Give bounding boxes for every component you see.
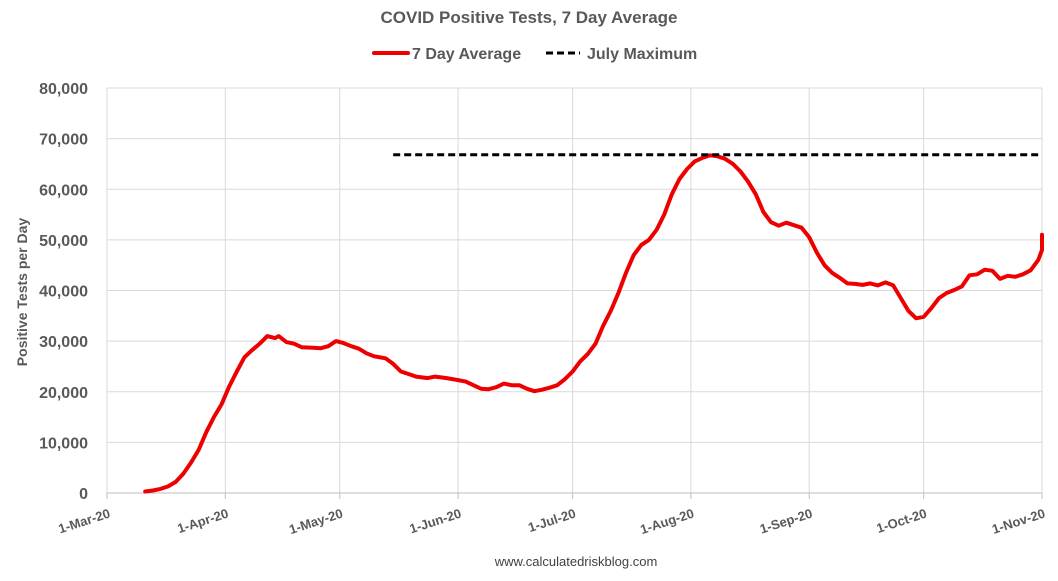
chart-title: COVID Positive Tests, 7 Day Average — [381, 8, 678, 27]
y-axis-label: Positive Tests per Day — [14, 218, 30, 367]
x-tick-label: 1-Aug-20 — [638, 506, 696, 537]
x-tick-label: 1-Jun-20 — [408, 506, 463, 537]
y-tick-label: 30,000 — [39, 334, 88, 351]
legend-label-7-day-average: 7 Day Average — [412, 46, 521, 63]
x-tick-label: 1-Oct-20 — [875, 506, 929, 536]
y-tick-label: 40,000 — [39, 284, 88, 301]
y-tick-label: 70,000 — [39, 132, 88, 149]
y-tick-label: 10,000 — [39, 435, 88, 452]
legend-label-july-maximum: July Maximum — [587, 46, 697, 63]
x-tick-label: 1-Sep-20 — [758, 506, 814, 537]
source-footer: www.calculatedriskblog.com — [494, 554, 658, 569]
x-tick-label: 1-Mar-20 — [56, 506, 111, 537]
series-line-7-day-average — [143, 153, 1044, 494]
y-tick-label: 60,000 — [39, 182, 88, 199]
series-lines — [143, 153, 1044, 494]
y-tick-label: 80,000 — [39, 81, 88, 98]
x-tick-label: 1-Apr-20 — [175, 506, 230, 537]
x-tick-label: 1-Nov-20 — [990, 506, 1047, 537]
axes: 0 10,000 20,000 30,000 40,000 50,000 60,000 70,… — [39, 81, 1047, 537]
legend: 7 Day Average July Maximum — [372, 46, 697, 63]
y-tick-label: 0 — [79, 486, 88, 503]
x-tick-label: 1-May-20 — [287, 506, 345, 537]
y-tick-label: 20,000 — [39, 385, 88, 402]
y-tick-label: 50,000 — [39, 233, 88, 250]
x-tick-label: 1-Jul-20 — [526, 506, 577, 535]
gridlines — [106, 87, 1043, 493]
